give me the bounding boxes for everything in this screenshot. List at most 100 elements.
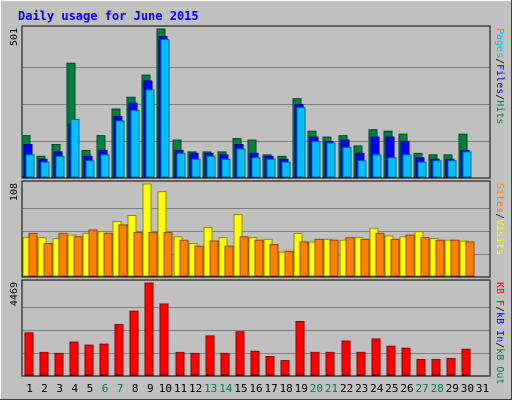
bar-kb-f-day-12 [190,352,200,376]
bar-sites-day-13 [209,240,219,277]
bar-kb-f-day-1 [24,332,34,376]
bar-kb-f-day-26 [401,347,411,376]
bar-sites-day-19 [299,241,309,277]
x-tick-label-27: 27 [415,382,428,395]
x-tick-label-7: 7 [117,382,124,395]
bar-kb-f-day-29 [446,358,456,376]
bar-sites-day-2 [43,243,53,277]
bar-pages-day-22 [342,146,352,178]
legend-item: / [494,58,505,64]
bar-sites-day-30 [465,241,475,277]
bar-pages-day-29 [447,160,457,178]
x-tick-label-26: 26 [400,382,413,395]
legend-item: kB In [494,312,505,342]
x-tick-label-10: 10 [159,382,172,395]
legend-item: / [494,306,505,312]
bar-pages-day-5 [85,160,95,178]
y-max-label: 108 [9,183,20,201]
bar-kb-f-day-28 [431,359,441,376]
x-tick-label-20: 20 [310,382,323,395]
legend-item: kB Out [494,348,505,384]
legend-item: KB F [494,282,505,306]
bar-sites-day-10 [163,232,173,277]
legend-item: Sites [494,183,505,213]
x-tick-label-18: 18 [280,382,293,395]
x-tick-label-9: 9 [147,382,154,395]
bar-pages-day-9 [145,89,155,178]
bar-kb-f-day-27 [416,359,426,376]
chart-title: Daily usage for June 2015 [18,9,199,23]
bar-sites-day-26 [405,234,415,277]
bar-pages-day-10 [160,39,170,178]
bar-pages-day-30 [462,151,472,178]
legend-label: Sites/Visits [494,183,505,255]
x-tick-label-12: 12 [189,382,202,395]
bar-sites-day-24 [375,232,385,277]
x-tick-label-31: 31 [476,382,489,395]
legend-label: KB F/kB In/kB Out [494,282,505,384]
bar-kb-f-day-3 [54,352,64,376]
x-tick-label-6: 6 [102,382,109,395]
bar-kb-f-day-8 [129,310,139,376]
bar-sites-day-11 [179,239,189,277]
bar-kb-f-day-18 [280,360,290,376]
x-axis-day-labels: 1 2 3 4 5 6 7 8 9 10 11 12 13 14 15 16 17 18 19 20 21 22 23 24 2… [26,382,489,395]
bar-pages-day-7 [115,120,125,178]
bar-pages-day-15 [236,148,246,178]
x-tick-label-4: 4 [71,382,78,395]
x-tick-label-24: 24 [370,382,384,395]
bar-pages-day-28 [432,160,442,178]
bar-kb-f-day-10 [159,303,169,376]
bar-pages-day-14 [221,158,231,178]
bar-pages-day-3 [55,155,65,178]
bar-kb-f-day-19 [295,320,305,376]
chart-panel-2: 108 Sites/Visits [9,180,505,278]
bar-sites-day-27 [420,237,430,277]
legend-item: Files [494,64,505,94]
bar-pages-day-2 [40,161,50,178]
bar-pages-day-13 [206,155,216,178]
bar-kb-f-day-7 [114,324,124,376]
bar-pages-day-16 [251,157,261,178]
chart-panel-3: 4469 KB F/kB In/kB Out [9,279,505,384]
bar-kb-f-day-17 [265,355,275,376]
bar-sites-day-22 [345,237,355,277]
bar-sites-day-9 [148,232,158,277]
x-tick-label-28: 28 [431,382,444,395]
bar-sites-day-8 [133,232,143,277]
x-tick-label-30: 30 [461,382,474,395]
bar-kb-f-day-15 [235,331,245,376]
y-max-label: 4469 [9,282,20,306]
legend-item: Visits [494,219,505,255]
x-tick-label-19: 19 [295,382,308,395]
legend-item: Hits [494,100,505,124]
bar-kb-f-day-21 [325,351,335,376]
bar-kb-f-day-13 [205,335,215,376]
bar-pages-day-17 [266,158,276,178]
bar-sites-day-28 [435,239,445,277]
bar-pages-day-11 [176,152,186,178]
bar-sites-day-4 [73,236,83,277]
legend-item: Pages [494,28,505,58]
bar-pages-day-23 [357,160,367,178]
bar-sites-day-25 [390,238,400,277]
x-tick-label-13: 13 [204,382,217,395]
bar-kb-f-day-4 [69,341,79,376]
legend-item: / [494,94,505,100]
bar-pages-day-26 [402,154,412,178]
legend-item: / [494,213,505,219]
bar-pages-day-8 [130,110,140,178]
bar-pages-day-27 [417,161,427,178]
bar-pages-day-24 [372,154,382,178]
bar-pages-day-1 [25,154,35,178]
bar-kb-f-day-2 [39,351,49,376]
bar-kb-f-day-23 [356,351,366,376]
bar-sites-day-12 [194,245,204,277]
x-tick-label-23: 23 [355,382,368,395]
x-tick-label-22: 22 [340,382,353,395]
bar-sites-day-3 [58,232,68,277]
legend-label: Pages/Files/Hits [494,28,505,124]
x-tick-label-21: 21 [325,382,338,395]
x-tick-label-8: 8 [132,382,139,395]
